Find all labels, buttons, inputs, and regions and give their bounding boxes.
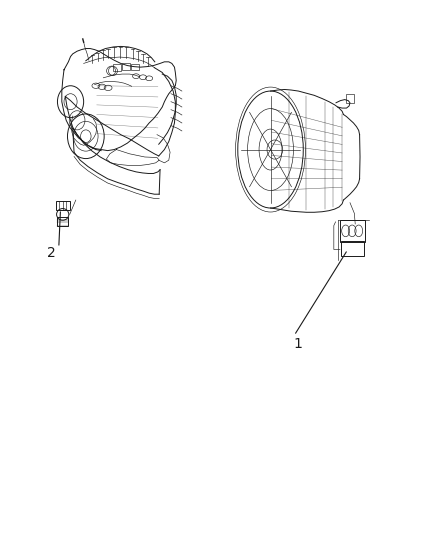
Text: 1: 1 <box>293 336 302 351</box>
Text: 2: 2 <box>46 246 55 260</box>
